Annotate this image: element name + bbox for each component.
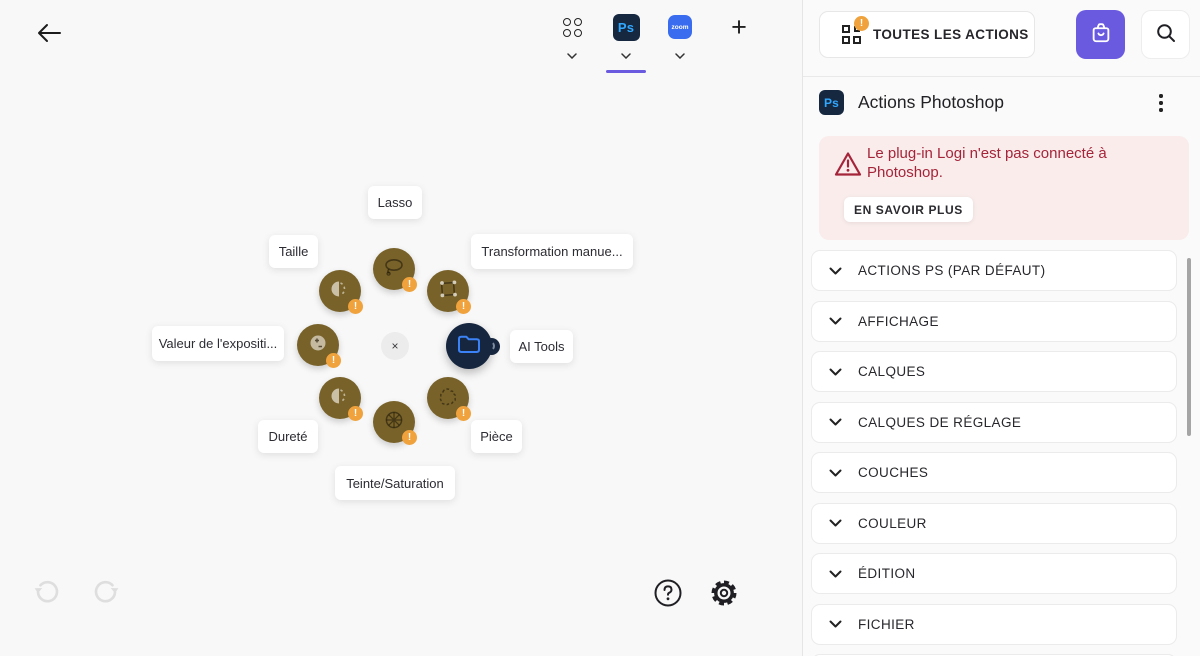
wheel-item-lasso[interactable]: ! xyxy=(373,248,417,292)
wheel-item-teinte-saturation[interactable]: ! xyxy=(373,401,417,445)
section-label: ACTIONS PS (PAR DÉFAUT) xyxy=(858,263,1046,278)
chevron-down-icon xyxy=(829,469,842,477)
undo-icon xyxy=(31,580,61,613)
actions-panel: ! TOUTES LES ACTIONS Ps Actions Photosho… xyxy=(802,0,1200,656)
panel-title: Actions Photoshop xyxy=(858,92,1004,112)
exposure-icon xyxy=(306,331,330,360)
marketplace-bag-icon xyxy=(1088,20,1114,49)
section-couches[interactable]: COUCHES xyxy=(811,452,1177,493)
wheel-label-durete: Dureté xyxy=(258,420,318,453)
wheel-item-piece[interactable]: ! xyxy=(427,377,471,421)
photoshop-app-icon: Ps xyxy=(819,90,844,115)
section-label: COULEUR xyxy=(858,515,927,531)
section-label: ÉDITION xyxy=(858,566,916,581)
chevron-down-icon xyxy=(675,46,685,64)
settings-button[interactable] xyxy=(706,576,742,612)
lasso-icon xyxy=(382,255,406,284)
section-edition[interactable]: ÉDITION xyxy=(811,553,1177,594)
plugin-warning-banner: Le plug-in Logi n'est pas connecté à Pho… xyxy=(819,136,1189,240)
brush-size-icon xyxy=(328,277,352,306)
profile-tabbar: Ps zoom + xyxy=(552,10,752,73)
chevron-down-icon xyxy=(829,317,842,325)
tab-zoom[interactable]: zoom xyxy=(660,10,700,73)
section-calques[interactable]: CALQUES xyxy=(811,351,1177,392)
chevron-down-icon xyxy=(829,519,842,527)
alert-badge: ! xyxy=(348,406,363,421)
tab-photoshop[interactable]: Ps xyxy=(606,10,646,73)
free-transform-icon xyxy=(436,277,460,306)
wheel-item-transformation[interactable]: ! xyxy=(427,270,471,314)
chevron-down-icon xyxy=(829,620,842,628)
back-button[interactable] xyxy=(34,20,64,48)
section-label: AFFICHAGE xyxy=(858,313,939,329)
panel-header: Ps Actions Photoshop xyxy=(819,90,1185,115)
alert-badge: ! xyxy=(402,430,417,445)
undo-button[interactable] xyxy=(30,580,62,612)
chevron-down-icon xyxy=(829,267,842,275)
section-actions-ps-defaut[interactable]: ACTIONS PS (PAR DÉFAUT) xyxy=(811,250,1177,291)
hue-saturation-wheel-icon xyxy=(382,408,406,437)
section-calques-de-reglage[interactable]: CALQUES DE RÉGLAGE xyxy=(811,401,1177,443)
section-label: CALQUES DE RÉGLAGE xyxy=(858,414,1022,430)
alert-badge: ! xyxy=(402,277,417,292)
wheel-label-teinte-saturation: Teinte/Saturation xyxy=(335,466,455,500)
section-label: FICHIER xyxy=(858,616,915,632)
back-arrow-icon xyxy=(36,22,62,47)
wheel-label-ai-tools: AI Tools xyxy=(510,330,573,363)
alert-badge: ! xyxy=(854,16,869,31)
redo-button[interactable] xyxy=(91,580,123,612)
alert-badge: ! xyxy=(456,299,471,314)
tab-all-apps[interactable] xyxy=(552,10,592,73)
wheel-label-taille: Taille xyxy=(269,235,318,268)
wheel-label-transformation: Transformation manue... xyxy=(471,234,633,269)
wheel-label-piece: Pièce xyxy=(471,420,522,453)
alert-badge: ! xyxy=(326,353,341,368)
chevron-down-icon xyxy=(567,46,577,64)
alert-badge: ! xyxy=(456,406,471,421)
add-app-button[interactable]: + xyxy=(726,10,752,44)
chevron-down-icon xyxy=(621,46,631,64)
apps-grid-icon xyxy=(562,17,582,37)
wheel-item-ai-tools[interactable] xyxy=(446,323,500,369)
section-fichier[interactable]: FICHIER xyxy=(811,603,1177,645)
section-label: COUCHES xyxy=(858,465,929,480)
gear-icon xyxy=(707,580,741,613)
wheel-item-exposition[interactable]: ! xyxy=(297,324,341,368)
search-icon xyxy=(1154,21,1178,48)
panel-toolbar: ! TOUTES LES ACTIONS xyxy=(803,0,1200,77)
actions-grid-icon: ! xyxy=(842,16,869,44)
alert-badge: ! xyxy=(348,299,363,314)
action-sections-list: ACTIONS PS (PAR DÉFAUT) AFFICHAGE CALQUE… xyxy=(811,250,1177,656)
help-icon xyxy=(652,579,684,612)
wheel-label-lasso: Lasso xyxy=(368,186,422,219)
learn-more-button[interactable]: EN SAVOIR PLUS xyxy=(844,197,973,222)
more-options-button[interactable] xyxy=(1149,91,1173,115)
panel-scrollbar[interactable] xyxy=(1187,258,1191,436)
search-button[interactable] xyxy=(1141,10,1190,59)
warning-triangle-icon xyxy=(833,150,863,183)
ai-tools-folder-icon xyxy=(456,333,482,360)
wheel-label-exposition: Valeur de l'expositi... xyxy=(152,326,284,361)
section-label: CALQUES xyxy=(858,364,926,379)
zoom-app-icon: zoom xyxy=(668,15,692,39)
patch-icon xyxy=(436,384,460,413)
all-actions-label: TOUTES LES ACTIONS xyxy=(873,27,1029,42)
photoshop-app-icon: Ps xyxy=(612,13,640,41)
section-affichage[interactable]: AFFICHAGE xyxy=(811,300,1177,342)
help-button[interactable] xyxy=(651,577,685,611)
active-tab-underline xyxy=(606,70,646,73)
marketplace-button[interactable] xyxy=(1076,10,1125,59)
hardness-icon xyxy=(328,384,352,413)
all-actions-button[interactable]: ! TOUTES LES ACTIONS xyxy=(819,11,1035,58)
wheel-center-remove[interactable]: × xyxy=(381,332,409,360)
chevron-down-icon xyxy=(829,418,842,426)
redo-icon xyxy=(92,580,122,613)
folder-notch-icon xyxy=(486,341,495,351)
warning-message: Le plug-in Logi n'est pas connecté à Pho… xyxy=(867,145,1107,181)
chevron-down-icon xyxy=(829,368,842,376)
section-couleur[interactable]: COULEUR xyxy=(811,502,1177,544)
wheel-item-durete[interactable]: ! xyxy=(319,377,363,421)
chevron-down-icon xyxy=(829,570,842,578)
wheel-item-taille[interactable]: ! xyxy=(319,270,363,314)
